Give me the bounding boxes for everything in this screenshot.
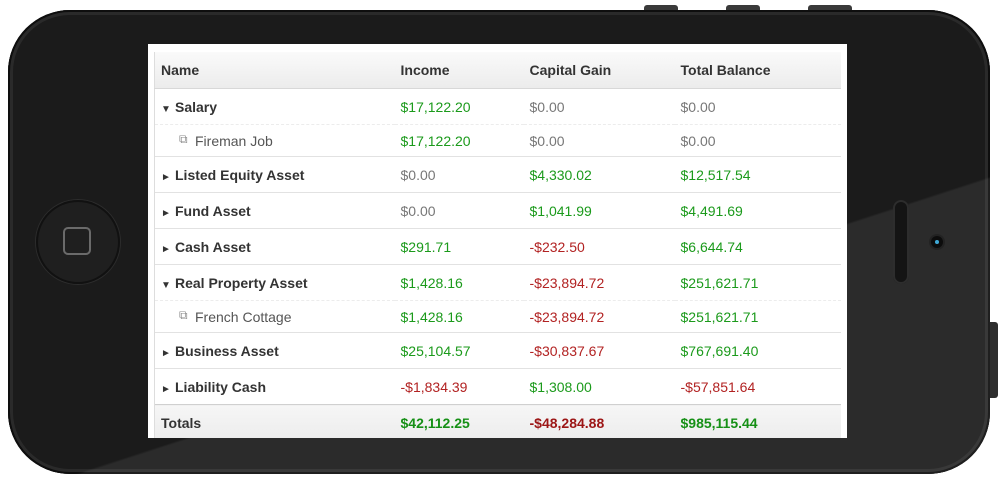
expand-triangle-icon[interactable]: ▼ [161,103,171,115]
capital-gain-cell: $4,330.02 [523,156,675,193]
total-balance-cell: -$57,851.64 [674,368,841,405]
collapse-triangle-icon[interactable]: ► [161,383,171,395]
capital-gain-cell: -$232.50 [523,228,675,265]
row-name-cell[interactable]: ► Fund Asset [154,192,395,229]
capital-gain-cell: $1,308.00 [523,368,675,405]
totals-row: Totals $42,112.25 -$48,284.88 $985,115.44 [154,404,841,438]
external-link-icon[interactable]: ⧉ [179,132,188,146]
totals-income: $42,112.25 [394,404,524,438]
row-name-label: Business Asset [175,342,279,359]
row-name-label: Cash Asset [175,238,251,255]
capital-gain-cell: -$23,894.72 [523,300,675,333]
external-link-icon[interactable]: ⧉ [179,308,188,322]
income-cell: $1,428.16 [394,300,524,333]
earpiece-speaker [893,200,909,284]
income-cell: $17,122.20 [394,124,524,157]
row-name-cell[interactable]: ► Business Asset [154,332,395,369]
capital-gain-cell: $0.00 [523,88,675,125]
total-balance-cell: $6,644.74 [674,228,841,265]
child-name-cell[interactable]: ⧉ French Cottage [154,300,395,333]
column-header-name[interactable]: Name [154,52,395,89]
capital-gain-cell: $0.00 [523,124,675,157]
child-row[interactable]: ⧉ Fireman Job $17,122.20 $0.00 $0.00 [154,124,841,157]
column-header-income[interactable]: Income [394,52,524,89]
power-button [808,5,852,13]
child-name-cell[interactable]: ⧉ Fireman Job [154,124,395,157]
income-cell: $0.00 [394,156,524,193]
table-row[interactable]: ► Cash Asset $291.71 -$232.50 $6,644.74 [154,228,841,265]
capital-gain-cell: -$23,894.72 [523,264,675,301]
volume-down-button [726,5,760,13]
column-header-capital-gain[interactable]: Capital Gain [523,52,675,89]
row-name-label: Fund Asset [175,202,251,219]
income-cell: $17,122.20 [394,88,524,125]
collapse-triangle-icon[interactable]: ► [161,171,171,183]
expand-triangle-icon[interactable]: ▼ [161,279,171,291]
front-camera [931,236,943,248]
table-row[interactable]: ▼ Salary $17,122.20 $0.00 $0.00 [154,88,841,125]
total-balance-cell: $0.00 [674,88,841,125]
capital-gain-cell: $1,041.99 [523,192,675,229]
total-balance-cell: $0.00 [674,124,841,157]
income-cell: -$1,834.39 [394,368,524,405]
balance-tree-grid: Name Income Capital Gain Total Balance ▼… [154,52,841,438]
row-name-label: Real Property Asset [175,274,308,291]
child-name-label: French Cottage [195,309,292,325]
capital-gain-cell: -$30,837.67 [523,332,675,369]
table-row[interactable]: ► Fund Asset $0.00 $1,041.99 $4,491.69 [154,192,841,229]
table-row[interactable]: ► Listed Equity Asset $0.00 $4,330.02 $12,51… [154,156,841,193]
totals-total-balance: $985,115.44 [674,404,841,438]
side-switch [990,322,998,398]
total-balance-cell: $767,691.40 [674,332,841,369]
header-row: Name Income Capital Gain Total Balance [154,52,841,89]
row-name-cell[interactable]: ► Listed Equity Asset [154,156,395,193]
total-balance-cell: $4,491.69 [674,192,841,229]
collapse-triangle-icon[interactable]: ► [161,347,171,359]
row-name-label: Salary [175,98,218,115]
total-balance-cell: $12,517.54 [674,156,841,193]
total-balance-cell: $251,621.71 [674,300,841,333]
row-name-cell[interactable]: ▼ Real Property Asset [154,264,395,301]
child-row[interactable]: ⧉ French Cottage $1,428.16 -$23,894.72 $251,… [154,300,841,333]
row-name-label: Listed Equity Asset [175,166,305,183]
volume-up-button [644,5,678,13]
row-name-label: Liability Cash [175,378,267,395]
table-row[interactable]: ► Business Asset $25,104.57 -$30,837.67 $767… [154,332,841,369]
total-balance-cell: $251,621.71 [674,264,841,301]
column-header-total-balance[interactable]: Total Balance [674,52,841,89]
income-cell: $291.71 [394,228,524,265]
totals-capital-gain: -$48,284.88 [523,404,675,438]
phone-screen: Name Income Capital Gain Total Balance ▼… [148,44,847,438]
row-name-cell[interactable]: ► Liability Cash [154,368,395,405]
row-name-cell[interactable]: ▼ Salary [154,88,395,125]
child-name-label: Fireman Job [195,133,273,149]
totals-label: Totals [154,404,395,438]
home-button [36,200,120,284]
table-row[interactable]: ► Liability Cash -$1,834.39 $1,308.00 -$57,8… [154,368,841,405]
collapse-triangle-icon[interactable]: ► [161,243,171,255]
income-cell: $25,104.57 [394,332,524,369]
table-row[interactable]: ▼ Real Property Asset $1,428.16 -$23,894.72… [154,264,841,301]
row-name-cell[interactable]: ► Cash Asset [154,228,395,265]
home-square-icon [63,227,91,255]
income-cell: $0.00 [394,192,524,229]
income-cell: $1,428.16 [394,264,524,301]
collapse-triangle-icon[interactable]: ► [161,207,171,219]
